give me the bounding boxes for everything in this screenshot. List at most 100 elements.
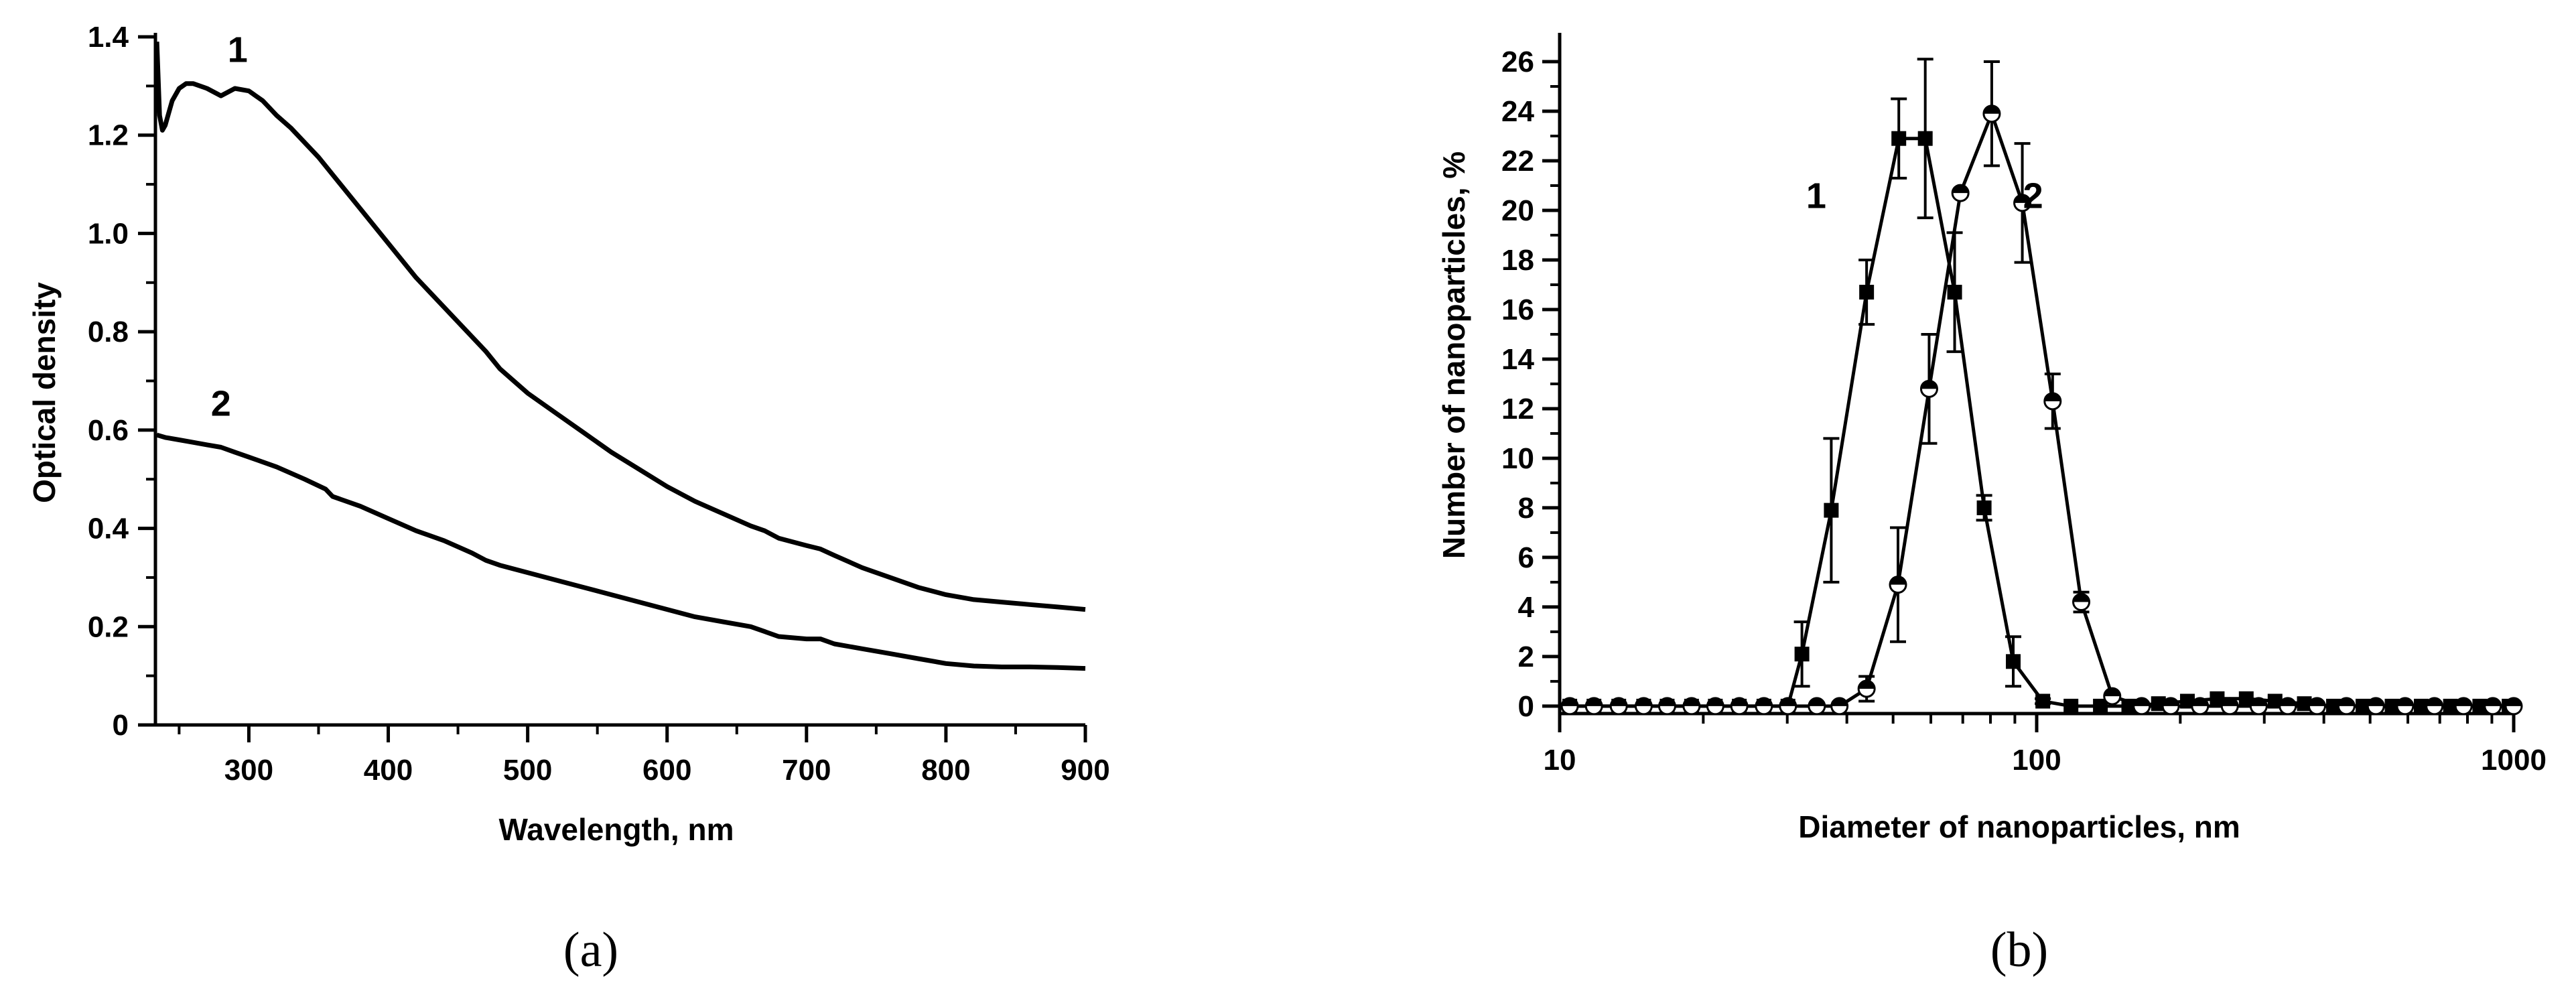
panel-a-optical-density-chart: 300 400 500 600 700 800 900 0 0.2 0.4 0.6 0.8 1.0 1.2… <box>27 21 1110 978</box>
panel-b-y-axis-title: Number of nanoparticles, % <box>1436 151 1471 559</box>
panel-b-circle-marker-fill <box>1611 697 1627 706</box>
panel-b-square-marker <box>2210 691 2225 706</box>
panel-b-y-tick-label: 10 <box>1501 442 1534 475</box>
panel-b-series-2 <box>1560 60 2523 716</box>
panel-b-square-marker <box>1947 285 1962 300</box>
panel-b-circle-marker-fill <box>2368 697 2384 706</box>
panel-b-circle-marker-fill <box>1731 697 1748 706</box>
panel-b-circle-marker-fill <box>1890 576 1907 585</box>
panel-b-y-tick-label: 6 <box>1518 541 1534 574</box>
panel-b-y-tick-label: 26 <box>1501 46 1534 78</box>
panel-b-square-marker <box>1891 131 1907 146</box>
panel-b-circle-marker-fill <box>2455 697 2472 706</box>
panel-b-y-tick-label: 14 <box>1501 343 1534 376</box>
panel-a-y-tick-label: 1.0 <box>88 217 129 250</box>
panel-a-curve-labels: 12 <box>211 29 248 423</box>
panel-b-x-tick-label: 100 <box>2012 744 2061 777</box>
panel-b-circle-marker-fill <box>2044 393 2061 401</box>
panel-b-square-marker <box>1824 503 1839 518</box>
panel-b-square-marker <box>1794 647 1810 662</box>
panel-b-circle-marker-fill <box>1683 697 1700 706</box>
panel-a-series <box>154 42 1086 671</box>
panel-a-y-tick-label: 0.2 <box>88 610 129 643</box>
panel-a-x-tick-label: 500 <box>503 754 552 787</box>
panel-b-series-1 <box>1562 58 2517 714</box>
panel-b-square-marker <box>2093 698 2108 714</box>
panel-b-circle-marker-fill <box>2191 697 2208 706</box>
panel-b-y-tick-label: 22 <box>1501 145 1534 178</box>
panel-b-circle-marker-fill <box>1755 697 1772 706</box>
panel-a-series-1-line <box>154 42 1086 612</box>
panel-b-circle-marker-fill <box>1586 697 1603 706</box>
panel-b-circle-marker-fill <box>1858 681 1875 689</box>
panel-b-y-tick-label: 12 <box>1501 393 1534 425</box>
panel-a-series-2-line <box>156 432 1086 671</box>
panel-b-series <box>1560 58 2523 716</box>
panel-a-label: (a) <box>563 923 618 978</box>
panel-b-y-tick-label: 18 <box>1501 244 1534 277</box>
panel-b-circle-marker-fill <box>2250 697 2267 706</box>
panel-b-square-marker <box>1917 131 1933 146</box>
panel-b-square-marker <box>2063 698 2079 714</box>
panel-a-x-tick-label: 400 <box>364 754 413 787</box>
panel-b-curve-label: 2 <box>2023 176 2043 216</box>
panel-a-curve-label: 1 <box>228 29 248 70</box>
panel-b-square-marker <box>1976 500 1992 515</box>
panel-b-circle-marker-fill <box>2014 194 2031 203</box>
panel-b-circle-marker-fill <box>2163 697 2179 706</box>
panel-a-y-tick-label: 1.2 <box>88 119 129 152</box>
panel-a-y-tick-label: 0.6 <box>88 414 129 447</box>
panel-b-circle-marker-fill <box>1562 697 1578 706</box>
panel-b-circle-marker-fill <box>2426 697 2443 706</box>
panel-b-circle-marker-fill <box>1779 697 1796 706</box>
panel-b-square-marker <box>2238 691 2254 706</box>
panel-a-y-tick-label: 0 <box>113 709 129 742</box>
panel-a-x-tick-label: 900 <box>1061 754 1109 787</box>
panel-a-y-tick-label: 1.4 <box>88 21 129 54</box>
panel-b-x-tick-label: 1000 <box>2481 744 2547 777</box>
panel-b-y-tick-label: 20 <box>1501 194 1534 227</box>
panel-b-circle-marker-fill <box>1952 185 1969 194</box>
panel-b-circle-marker-fill <box>1707 697 1724 706</box>
panel-b-curve-label: 1 <box>1806 176 1826 216</box>
panel-b-circle-marker-fill <box>2279 697 2296 706</box>
panel-a-x-tick-label: 700 <box>782 754 831 787</box>
panel-b-square-marker <box>2006 654 2021 669</box>
panel-b-circle-marker-fill <box>2104 688 2120 697</box>
panel-a-x-tick-label: 800 <box>921 754 970 787</box>
panel-b-y-tick-label: 24 <box>1501 95 1534 128</box>
panel-b-square-marker <box>2035 693 2051 709</box>
panel-b-circle-marker-fill <box>2506 697 2522 706</box>
panel-a-ticks: 300 400 500 600 700 800 900 0 0.2 0.4 0.6 0.8 1.0 1.2… <box>88 21 1110 787</box>
panel-a-y-tick-label: 0.4 <box>88 513 129 545</box>
panel-b-circle-marker-fill <box>2484 697 2501 706</box>
panel-b-label: (b) <box>1990 923 2048 978</box>
panel-a-x-axis-title: Wavelength, nm <box>499 812 734 847</box>
panel-a-curve-label: 2 <box>211 384 231 424</box>
panel-a-y-axis-title: Optical density <box>27 282 62 503</box>
panel-b-circle-marker-fill <box>2309 697 2325 706</box>
panel-a-x-tick-label: 600 <box>642 754 691 787</box>
panel-b-circle-marker-fill <box>2222 697 2238 706</box>
panel-b-circle-marker-fill <box>2338 697 2355 706</box>
panel-b-y-tick-label: 16 <box>1501 293 1534 326</box>
panel-b-axes <box>1558 33 2514 716</box>
panel-b-y-tick-label: 8 <box>1518 492 1534 525</box>
panel-b-x-axis-title: Diameter of nanoparticles, nm <box>1798 809 2240 844</box>
panel-a-axes <box>153 33 1085 727</box>
panel-b-circle-marker-fill <box>1831 697 1848 706</box>
panel-b-y-tick-label: 2 <box>1518 641 1534 673</box>
panel-b-square-marker <box>1859 285 1875 300</box>
panel-a-x-tick-label: 300 <box>224 754 273 787</box>
panel-b-circle-marker-fill <box>1921 381 1938 389</box>
panel-b-x-tick-label: 10 <box>1544 744 1576 777</box>
panel-b-circle-marker-fill <box>2073 594 2090 602</box>
panel-b-circle-marker-fill <box>2133 697 2150 706</box>
panel-a-y-tick-label: 0.8 <box>88 316 129 348</box>
panel-b-circle-marker-fill <box>1659 697 1676 706</box>
panel-b-circle-marker-fill <box>1983 105 2000 114</box>
